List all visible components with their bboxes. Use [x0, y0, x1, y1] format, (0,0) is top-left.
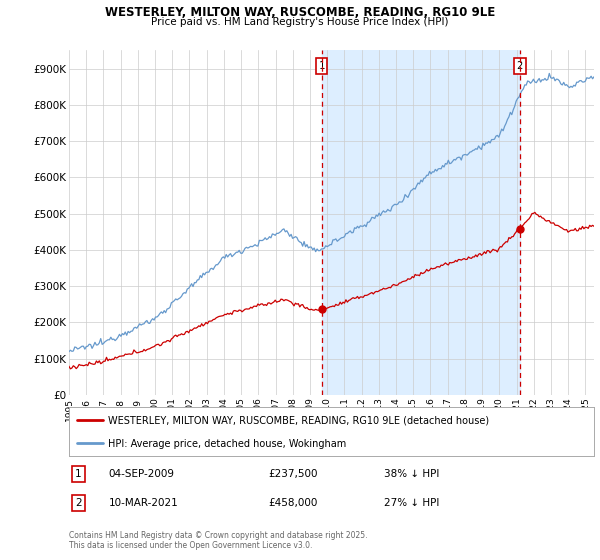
- Text: 1: 1: [319, 61, 325, 71]
- Text: 2: 2: [75, 498, 82, 508]
- Text: Contains HM Land Registry data © Crown copyright and database right 2025.
This d: Contains HM Land Registry data © Crown c…: [69, 531, 367, 550]
- Text: 27% ↓ HPI: 27% ↓ HPI: [384, 498, 439, 508]
- Text: WESTERLEY, MILTON WAY, RUSCOMBE, READING, RG10 9LE: WESTERLEY, MILTON WAY, RUSCOMBE, READING…: [105, 6, 495, 18]
- Text: 2: 2: [517, 61, 523, 71]
- Text: 1: 1: [75, 469, 82, 479]
- Text: 10-MAR-2021: 10-MAR-2021: [109, 498, 178, 508]
- Text: WESTERLEY, MILTON WAY, RUSCOMBE, READING, RG10 9LE (detached house): WESTERLEY, MILTON WAY, RUSCOMBE, READING…: [109, 416, 490, 426]
- Text: HPI: Average price, detached house, Wokingham: HPI: Average price, detached house, Woki…: [109, 438, 347, 449]
- Text: £458,000: £458,000: [269, 498, 318, 508]
- Text: Price paid vs. HM Land Registry's House Price Index (HPI): Price paid vs. HM Land Registry's House …: [151, 17, 449, 27]
- Bar: [322, 50, 520, 395]
- Text: 38% ↓ HPI: 38% ↓ HPI: [384, 469, 439, 479]
- Text: £237,500: £237,500: [269, 469, 318, 479]
- Text: 04-SEP-2009: 04-SEP-2009: [109, 469, 175, 479]
